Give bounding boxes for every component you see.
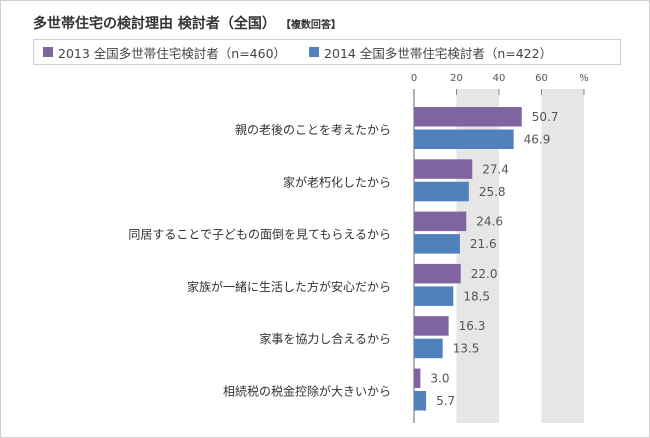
legend-swatch (43, 47, 53, 57)
bar-2014 (414, 338, 443, 359)
title-text: 多世帯住宅の検討理由 検討者（全国） (33, 16, 276, 32)
data-label: 18.5 (463, 289, 490, 303)
category-label: 相続税の税金控除が大きいから (223, 384, 391, 399)
legend: 2013 全国多世帯住宅検討者（n=460） 2014 全国多世帯住宅検討者（n… (33, 39, 621, 65)
subtitle-text: 【複数回答】 (285, 20, 341, 31)
bar-2013 (414, 263, 461, 284)
bar-2013 (414, 368, 421, 388)
data-label: 50.7 (532, 110, 559, 124)
legend-item-2013: 2013 全国多世帯住宅検討者（n=460） (43, 43, 286, 62)
x-tick-label: % (579, 73, 589, 84)
data-label: 3.0 (430, 372, 449, 386)
legend-label: 2013 全国多世帯住宅検討者（n=460） (58, 45, 287, 61)
data-label: 16.3 (459, 319, 486, 333)
category-label: 家事を協力し合えるから (259, 331, 391, 346)
category-label: 親の老後のことを考えたから (235, 123, 391, 137)
legend-item-2014: 2014 全国多世帯住宅検討者（n=422） (309, 43, 552, 62)
x-tick-label: 60 (535, 73, 548, 84)
bar-2014 (414, 129, 514, 149)
x-tick-label: 0 (411, 73, 417, 84)
bar-2014 (414, 286, 454, 306)
x-tick-label: 20 (450, 73, 463, 84)
legend-label: 2014 全国多世帯住宅検討者（n=422） (324, 45, 553, 61)
bar-2013 (414, 159, 473, 179)
data-label: 46.9 (524, 133, 551, 147)
data-label: 25.8 (479, 185, 506, 199)
bar-2013 (414, 316, 449, 336)
bar-2013 (414, 107, 522, 127)
category-label: 同居することで子どもの面倒を見てもらえるから (128, 228, 391, 242)
grid-band (541, 89, 584, 423)
data-label: 27.4 (482, 162, 509, 176)
data-label: 5.7 (436, 394, 455, 408)
bar-2014 (414, 181, 469, 202)
bar-2014 (414, 391, 427, 411)
chart-title: 多世帯住宅の検討理由 検討者（全国） 【複数回答】 (33, 13, 341, 33)
data-label: 24.6 (476, 215, 503, 229)
data-label: 22.0 (471, 267, 498, 281)
x-tick-label: 40 (493, 73, 506, 84)
bar-2014 (414, 234, 460, 254)
legend-swatch (309, 47, 320, 57)
category-label: 家族が一緒に生活した方が安心だから (187, 279, 391, 294)
bar-2013 (414, 211, 467, 232)
data-label: 13.5 (453, 342, 480, 356)
data-label: 21.6 (470, 237, 497, 251)
category-label: 家が老朽化したから (283, 174, 391, 189)
